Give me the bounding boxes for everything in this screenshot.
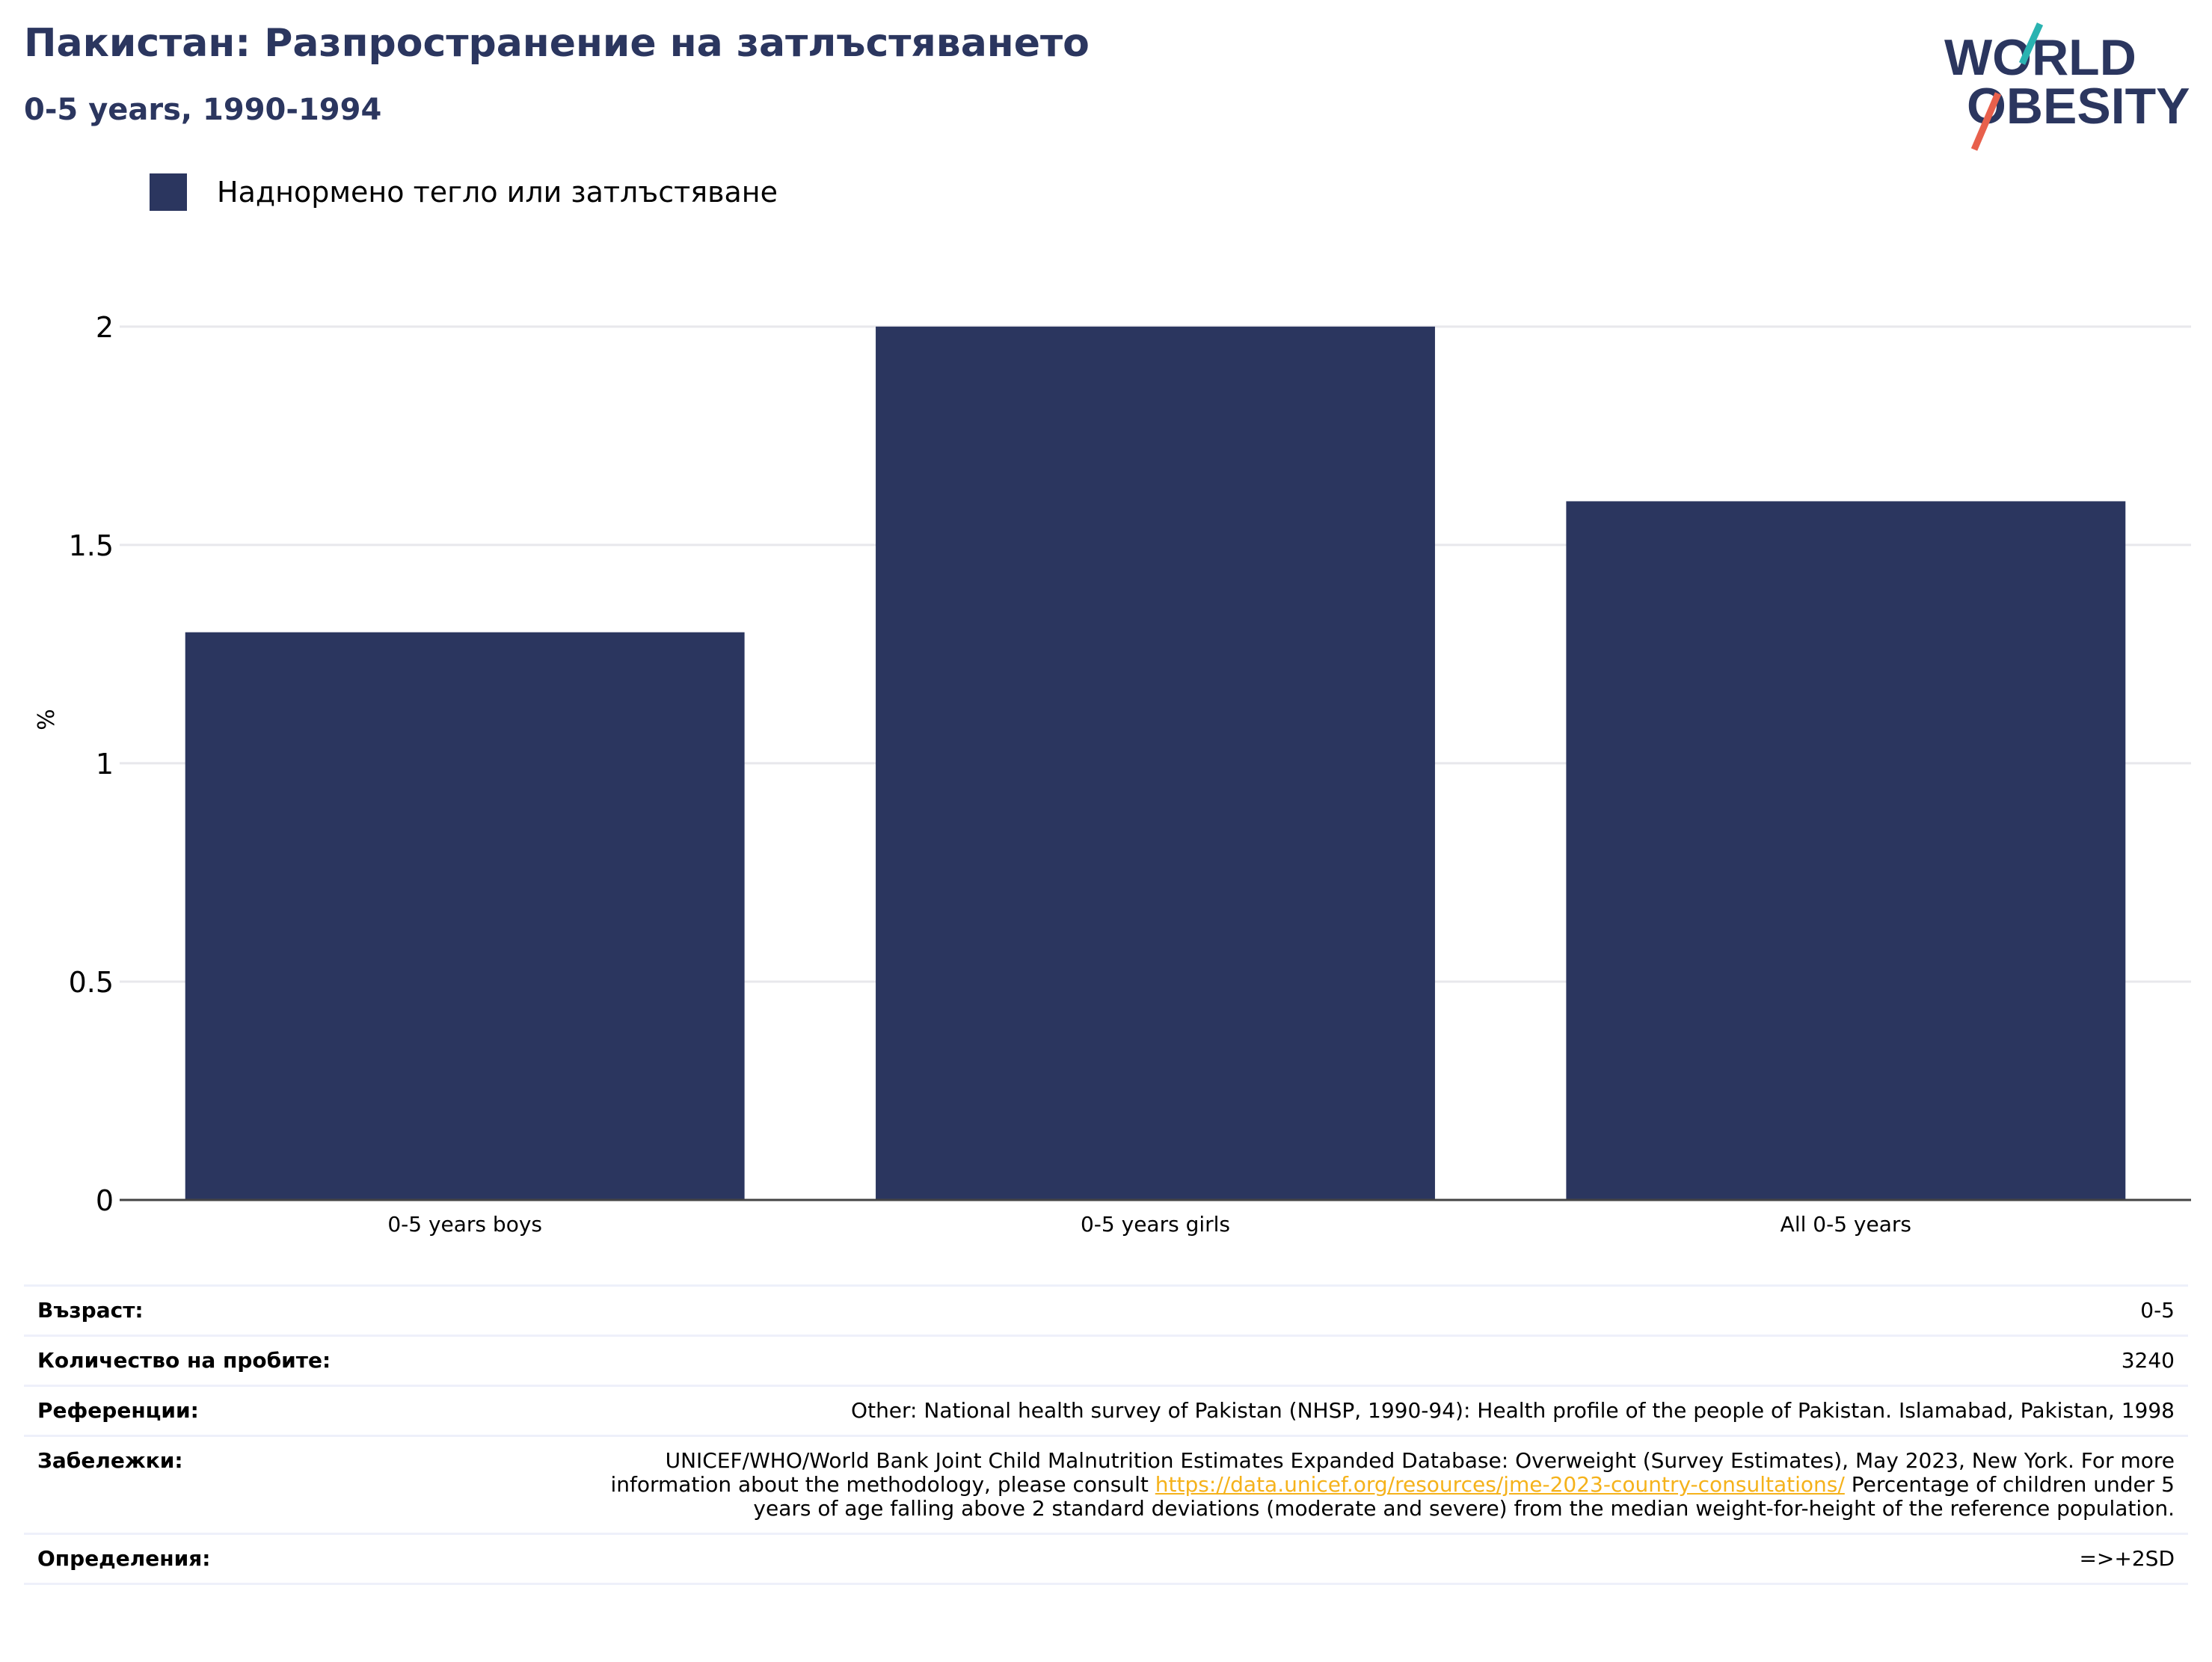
meta-key-age: Възраст: — [37, 1298, 144, 1323]
bar-chart: 0 0.5 1 1.5 2 0-5 years boys 0-5 years girls Al… — [34, 311, 2191, 1237]
logo-slash-red — [1970, 92, 2002, 151]
meta-key-references: Референции: — [37, 1398, 199, 1423]
meta-row-age: Възраст: 0-5 — [24, 1284, 2188, 1335]
meta-value-notes: UNICEF/WHO/World Bank Joint Child Malnut… — [604, 1449, 2175, 1521]
y-axis-title: % — [34, 709, 60, 730]
legend-label: Наднормено тегло или затлъстяване — [217, 176, 778, 209]
meta-key-notes: Забележки: — [37, 1448, 183, 1473]
y-tick-label: 0.5 — [69, 966, 114, 999]
logo-slash-teal — [2018, 22, 2044, 65]
methodology-link[interactable]: https://data.unicef.org/resources/jme-20… — [1155, 1472, 1845, 1497]
x-tick-label: All 0-5 years — [1781, 1212, 1911, 1237]
meta-row-sample: Количество на пробите: 3240 — [24, 1335, 2188, 1385]
logo-word-1: WORLD — [1944, 29, 2136, 86]
meta-row-notes: Забележки: UNICEF/WHO/World Bank Joint C… — [24, 1435, 2188, 1533]
bar — [876, 326, 1435, 1201]
meta-key-sample: Количество на пробите: — [37, 1348, 331, 1373]
chart-subtitle: 0-5 years, 1990-1994 — [24, 93, 382, 127]
world-obesity-logo: WORLD OBESITY — [1944, 22, 2190, 151]
notes-text-2: Percentage of children under 5 years of … — [753, 1472, 2175, 1521]
notes-text-1: UNICEF/WHO/World Bank Joint Child Malnut… — [610, 1448, 2175, 1497]
legend-swatch — [150, 173, 187, 211]
x-tick-label: 0-5 years boys — [387, 1212, 542, 1237]
y-tick-label: 1 — [96, 748, 114, 781]
legend: Наднормено тегло или затлъстяване — [150, 173, 778, 211]
bar — [1566, 501, 2126, 1200]
metadata-table: Възраст: 0-5 Количество на пробите: 3240… — [24, 1284, 2188, 1585]
meta-value-definitions: =>+2SD — [2079, 1546, 2175, 1571]
meta-value-references: Other: National health survey of Pakista… — [851, 1398, 2175, 1423]
logo-word-2: OBESITY — [1967, 78, 2190, 135]
y-tick-label: 2 — [96, 311, 114, 344]
y-tick-label: 0 — [96, 1184, 114, 1217]
x-tick-label: 0-5 years girls — [1081, 1212, 1230, 1237]
chart-title: Пакистан: Разпространение на затлъстяван… — [24, 21, 1090, 66]
meta-key-definitions: Определения: — [37, 1546, 211, 1571]
meta-row-definitions: Определения: =>+2SD — [24, 1533, 2188, 1585]
meta-row-references: Референции: Other: National health surve… — [24, 1385, 2188, 1435]
bar — [185, 632, 745, 1200]
meta-value-age: 0-5 — [2140, 1298, 2175, 1323]
meta-value-sample: 3240 — [2121, 1348, 2175, 1373]
y-tick-label: 1.5 — [69, 529, 114, 562]
